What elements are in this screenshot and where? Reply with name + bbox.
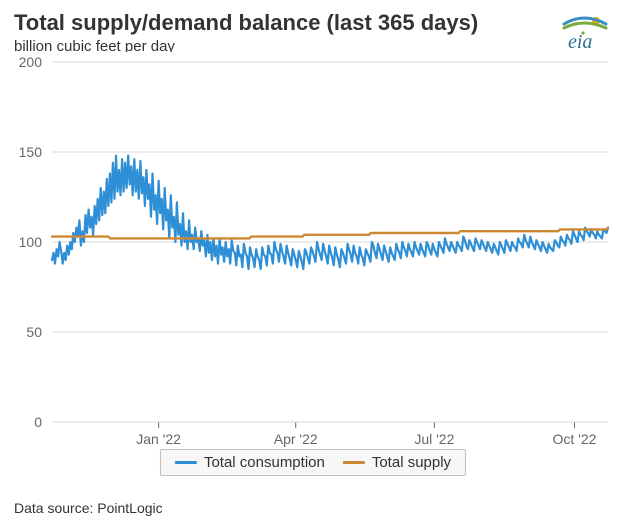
svg-text:100: 100 — [19, 234, 43, 250]
legend-swatch — [343, 461, 365, 464]
legend-label: Total supply — [372, 454, 451, 471]
legend: Total consumption Total supply — [160, 449, 466, 476]
svg-text:50: 50 — [26, 324, 42, 340]
data-source: Data source: PointLogic — [14, 500, 163, 516]
svg-text:eia: eia — [568, 31, 592, 52]
svg-text:0: 0 — [34, 414, 42, 430]
legend-item: Total supply — [343, 454, 451, 471]
svg-text:Jan '22: Jan '22 — [136, 431, 181, 447]
chart-title: Total supply/demand balance (last 365 da… — [14, 10, 478, 36]
legend-label: Total consumption — [204, 454, 325, 471]
svg-text:Oct '22: Oct '22 — [553, 431, 597, 447]
svg-text:Apr '22: Apr '22 — [274, 431, 318, 447]
legend-item: Total consumption — [175, 454, 325, 471]
svg-text:150: 150 — [19, 144, 43, 160]
legend-swatch — [175, 461, 197, 464]
chart: 0 50 100 150 200 Jan '22 Apr '22 Jul '22 Oct '22 — [0, 52, 626, 472]
eia-logo: eia — [558, 14, 610, 52]
svg-text:200: 200 — [19, 54, 43, 70]
svg-text:Jul '22: Jul '22 — [414, 431, 454, 447]
